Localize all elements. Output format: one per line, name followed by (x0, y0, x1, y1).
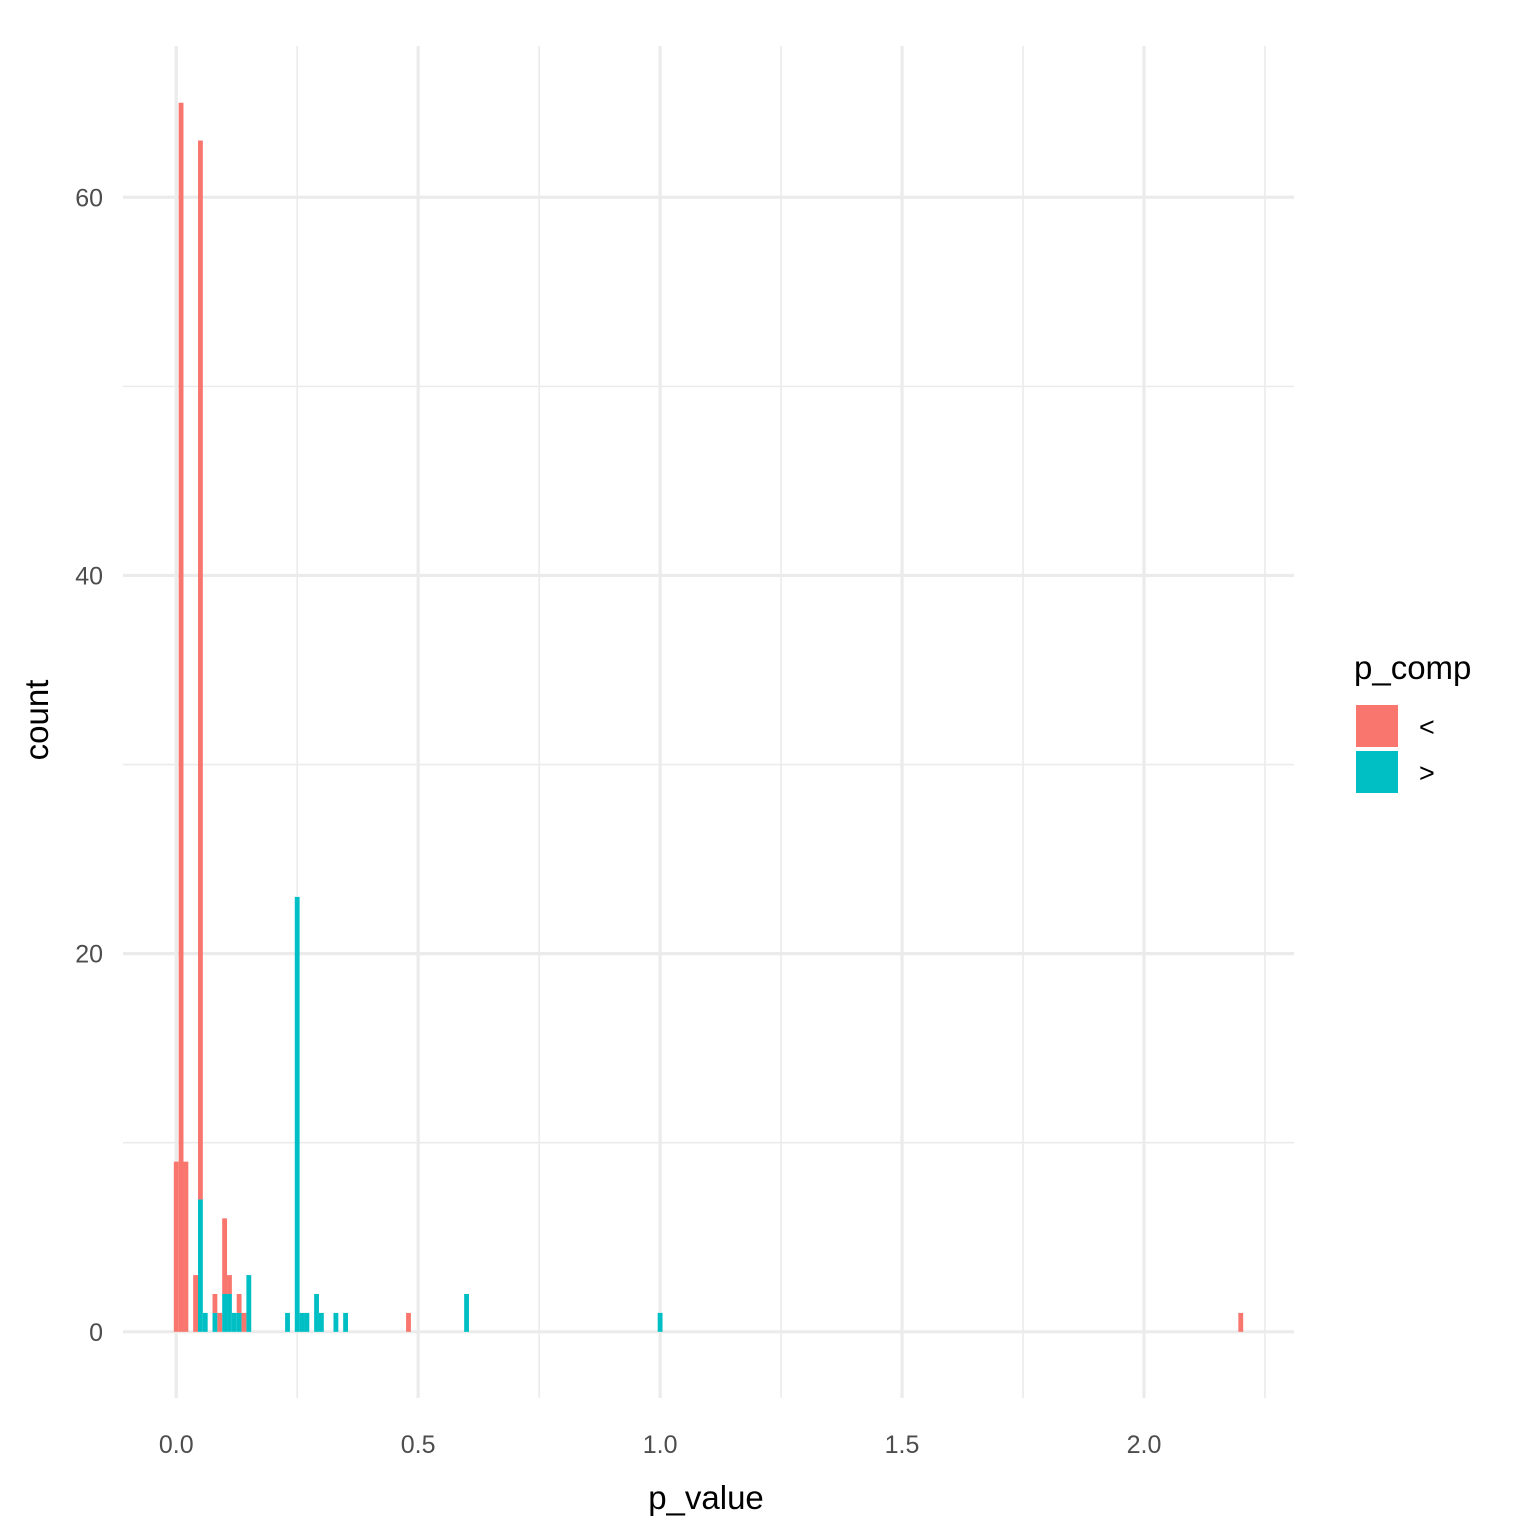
bar-less-than (173, 1161, 179, 1332)
legend-label-less-than: < (1419, 712, 1435, 742)
minor-gridlines (123, 46, 1294, 1398)
bar-greater-than (294, 896, 300, 1332)
x-tick-label: 1.0 (643, 1431, 678, 1459)
bar-greater-than (212, 1312, 218, 1332)
bar-less-than (222, 1218, 228, 1294)
legend-title: p_comp (1354, 649, 1471, 686)
bar-less-than (1238, 1312, 1244, 1332)
bar-greater-than (202, 1312, 208, 1332)
bar-greater-than (198, 1199, 203, 1332)
x-axis-title: p_value (648, 1479, 764, 1516)
bar-greater-than (343, 1312, 349, 1332)
bar-less-than (227, 1275, 232, 1294)
y-tick-label: 0 (89, 1319, 103, 1347)
x-tick-label: 0.0 (159, 1431, 194, 1459)
bar-less-than (183, 1161, 189, 1332)
y-axis-tick-labels: 0 20 40 60 (75, 184, 103, 1347)
bar-less-than (212, 1294, 218, 1313)
bar-less-than (406, 1312, 411, 1332)
x-axis-tick-labels: 0.0 0.5 1.0 1.5 2.0 (159, 1431, 1162, 1459)
bar-less-than (178, 102, 184, 1332)
x-tick-label: 1.5 (885, 1431, 920, 1459)
bar-greater-than (464, 1294, 469, 1332)
legend-label-greater-than: > (1419, 758, 1435, 788)
bar-greater-than (299, 1312, 305, 1332)
y-tick-label: 60 (75, 184, 103, 212)
bar-greater-than (318, 1312, 324, 1332)
y-tick-label: 20 (75, 941, 103, 969)
bar-greater-than (314, 1294, 319, 1332)
x-tick-label: 2.0 (1127, 1431, 1162, 1459)
major-gridlines (123, 46, 1294, 1398)
bar-less-than (193, 1275, 199, 1332)
bar-greater-than (222, 1294, 228, 1332)
legend-swatch-less-than (1356, 705, 1398, 747)
bar-greater-than (246, 1275, 252, 1332)
bar-greater-than (285, 1312, 290, 1332)
bar-less-than (241, 1312, 247, 1332)
histogram-bars (173, 102, 1244, 1332)
bar-greater-than (333, 1312, 339, 1332)
bar-less-than (217, 1312, 223, 1332)
bar-less-than (236, 1294, 242, 1313)
bar-greater-than (227, 1294, 232, 1332)
bar-less-than (198, 140, 203, 1200)
bar-greater-than (304, 1312, 310, 1332)
bar-greater-than (657, 1312, 663, 1332)
y-axis-title: count (18, 680, 55, 761)
bar-greater-than (231, 1312, 237, 1332)
y-tick-label: 40 (75, 562, 103, 590)
bar-greater-than (236, 1312, 242, 1332)
legend: p_comp < > (1354, 649, 1471, 793)
x-tick-label: 0.5 (401, 1431, 436, 1459)
legend-swatch-greater-than (1356, 751, 1398, 793)
